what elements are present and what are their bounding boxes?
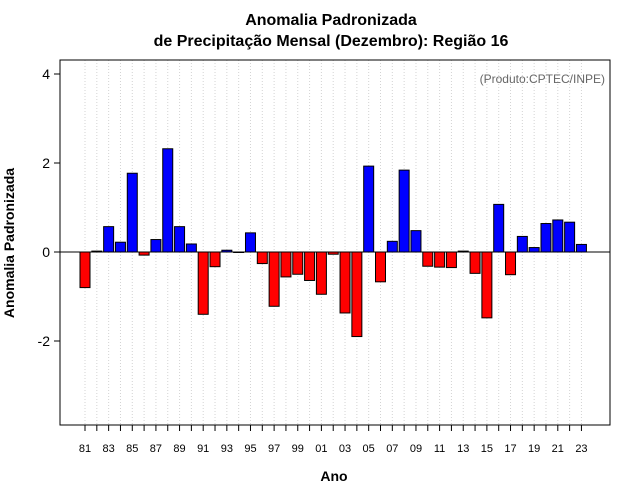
bar-06 [375,251,386,283]
x-tick-label: 89 [173,443,185,455]
bar-23 [575,243,587,253]
chart-subtitle: de Precipitação Mensal (Dezembro): Regiã… [154,33,509,50]
bar-10 [422,251,434,267]
bar-90 [185,243,197,253]
x-tick-label: 83 [103,443,115,455]
bar-16 [493,203,505,253]
bar-92 [209,251,221,268]
y-tick-label: 4 [42,66,50,82]
bar-91 [197,251,209,315]
bar-89 [174,226,186,253]
bar-21 [552,219,564,253]
x-tick-label: 03 [339,443,351,455]
bar-88 [162,148,174,253]
x-tick-label: 85 [126,443,138,455]
bar-87 [150,239,162,253]
x-tick-label: 09 [410,443,422,455]
bars [79,148,587,338]
bar-15 [481,251,493,319]
x-tick-label: 21 [552,443,564,455]
bar-05 [363,165,375,253]
bar-20 [540,223,552,253]
y-tick-label: -2 [38,333,51,349]
bar-17 [505,251,517,276]
y-axis: -2 0 2 4 [38,66,60,349]
bar-09 [410,230,422,253]
x-tick-label: 87 [150,443,162,455]
bar-04 [351,251,363,338]
bar-12 [445,251,457,269]
bar-14 [469,251,481,274]
x-tick-label: 91 [197,443,209,455]
x-tick-label: 93 [221,443,233,455]
x-tick-label: 15 [481,443,493,455]
x-axis: 81 83 85 87 89 91 93 95 97 99 01 03 05 07 09 11 13 15 17 19… [79,425,588,455]
y-tick-label: 2 [42,155,50,171]
bar-01 [315,251,327,295]
x-tick-label: 13 [457,443,469,455]
bar-07 [386,240,398,253]
bar-83 [103,226,115,253]
y-tick-label: 0 [42,244,50,260]
bar-00 [304,251,316,281]
x-tick-label: 19 [528,443,540,455]
bar-19 [528,247,540,253]
plot-frame [59,59,611,426]
x-tick-label: 81 [79,443,91,455]
bar-08 [398,169,410,253]
x-tick-label: 17 [504,443,516,455]
bar-98 [280,251,292,278]
bar-99 [292,251,304,275]
x-tick-label: 95 [244,443,256,455]
bar-22 [564,221,576,253]
bar-97 [268,251,280,307]
x-tick-label: 11 [434,443,445,455]
x-tick-label: 99 [292,443,304,455]
bar-11 [434,251,446,268]
x-axis-label: Ano [320,468,347,484]
x-tick-label: 07 [386,443,398,455]
bar-81 [79,251,91,289]
x-tick-label: 01 [315,443,327,455]
grid-lines [84,60,582,425]
y-axis-label: Anomalia Padronizada [1,168,17,318]
bar-03 [339,251,351,314]
x-tick-label: 05 [363,443,375,455]
x-tick-label: 23 [575,443,587,455]
bar-95 [244,232,256,253]
bar-96 [256,251,268,265]
bar-18 [516,235,528,253]
credit-text: (Produto:CPTEC/INPE) [480,72,605,86]
chart-title: Anomalia Padronizada [245,12,417,29]
bar-84 [114,241,126,253]
x-tick-label: 97 [268,443,280,455]
bar-85 [126,172,138,253]
